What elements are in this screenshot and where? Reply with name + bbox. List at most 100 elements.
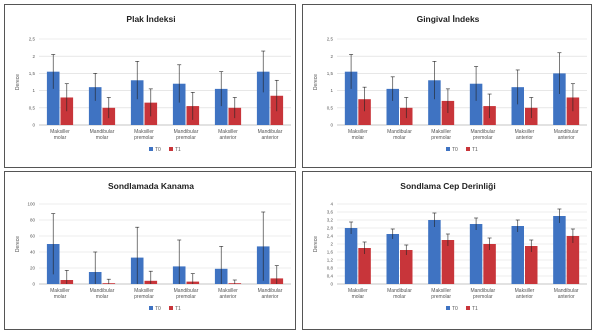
x-tick-label: anterior	[558, 294, 575, 300]
bar-t0	[469, 83, 483, 125]
bar-t1	[358, 99, 371, 125]
y-tick-label: 0	[32, 282, 35, 287]
y-tick-label: 80	[30, 218, 36, 223]
legend-swatch-t0	[446, 147, 450, 151]
legend-swatch-t1	[169, 306, 173, 310]
x-tick-label: molar	[393, 135, 406, 141]
x-tick-label: anterior	[262, 294, 279, 300]
y-tick-label: 1,5	[327, 71, 334, 76]
x-tick-label: Mandibular	[554, 129, 579, 135]
bar-t0	[553, 73, 566, 125]
bar-t1	[441, 240, 455, 284]
y-tick-label: 0,5	[327, 105, 334, 110]
legend-label-t1: T1	[175, 306, 181, 312]
x-tick-label: Mandibular	[387, 129, 412, 135]
bar-t1	[60, 97, 74, 125]
chart-plak-indeksi: Plak İndeksi 0 0,5 1 1,5 2 2,5 Derece Maksiller…	[15, 14, 291, 153]
y-tick-label: 100	[27, 202, 35, 207]
legend-swatch-t0	[149, 147, 153, 151]
x-tick-label: anterior	[516, 294, 533, 300]
chart-gingival-indeks: Gingival İndeks 0 0,5 1 1,5 2 2,5 Derece Maksil…	[313, 14, 587, 153]
y-tick-label: 1	[330, 88, 333, 93]
x-tick-label: premolar	[473, 294, 493, 300]
x-tick-label: Maksiller	[134, 129, 154, 135]
x-tick-label: molar	[352, 294, 365, 300]
y-tick-label: 20	[30, 266, 36, 271]
y-tick-label: 0,5	[29, 105, 36, 110]
bar-t0	[386, 234, 399, 284]
legend-swatch-t1	[169, 147, 173, 151]
bar-t1	[358, 248, 371, 284]
x-tick-label: Mandibular	[554, 288, 579, 294]
legend-swatch-t1	[466, 147, 470, 151]
chart-panel-sondlamada-kanama: Sondlamada Kanama 0 20 40 60 80 100 Derece Maks…	[4, 171, 296, 330]
chart-sondlamada-kanama: Sondlamada Kanama 0 20 40 60 80 100 Derece Maks…	[15, 181, 291, 312]
bar-t0	[344, 71, 358, 125]
y-axis-label: Derece	[15, 236, 21, 252]
legend-swatch-t1	[466, 306, 470, 310]
y-tick-label: 0	[32, 123, 35, 128]
bar-t1	[483, 244, 496, 284]
y-tick-label: 0,8	[327, 266, 334, 271]
y-tick-label: 1,6	[327, 250, 334, 255]
x-tick-label: premolar	[134, 294, 154, 300]
bar-t0	[344, 228, 358, 284]
x-tick-label: molar	[54, 294, 67, 300]
x-tick-label: Mandibular	[470, 288, 495, 294]
x-tick-label: Maksiller	[431, 288, 451, 294]
x-tick-label: molar	[352, 135, 365, 141]
y-tick-label: 2,4	[327, 234, 334, 239]
x-tick-label: molar	[96, 135, 109, 141]
x-tick-label: Maksiller	[50, 288, 70, 294]
y-tick-label: 1	[32, 88, 35, 93]
y-tick-label: 0	[330, 282, 333, 287]
bar-t0	[386, 88, 399, 125]
y-tick-label: 4	[330, 202, 333, 207]
x-tick-label: premolar	[134, 135, 154, 141]
bar-t0	[553, 216, 566, 284]
legend-label-t1: T1	[472, 147, 478, 153]
legend-label-t0: T0	[452, 147, 458, 153]
x-tick-label: anterior	[516, 135, 533, 141]
bar-t1	[400, 250, 413, 284]
legend-swatch-t0	[446, 306, 450, 310]
x-tick-label: Mandibular	[258, 288, 283, 294]
x-tick-label: Maksiller	[348, 288, 368, 294]
y-axis-label: Derece	[313, 74, 319, 90]
bar-t0	[172, 83, 186, 125]
bar-t0	[469, 224, 483, 284]
x-tick-label: Maksiller	[218, 288, 238, 294]
x-tick-label: molar	[96, 294, 109, 300]
x-tick-label: anterior	[558, 135, 575, 141]
bar-t0	[88, 87, 102, 125]
x-tick-label: premolar	[176, 135, 196, 141]
legend-label-t1: T1	[175, 147, 181, 153]
x-tick-label: premolar	[473, 135, 493, 141]
y-tick-label: 2,5	[327, 37, 334, 42]
x-tick-label: anterior	[262, 135, 279, 141]
y-axis-label: Derece	[15, 74, 21, 90]
x-tick-label: Maksiller	[134, 288, 154, 294]
x-tick-label: Mandibular	[470, 129, 495, 135]
legend-label-t0: T0	[155, 306, 161, 312]
x-tick-label: Mandibular	[387, 288, 412, 294]
x-tick-label: Maksiller	[218, 129, 238, 135]
y-tick-label: 2	[330, 54, 333, 59]
y-tick-label: 2	[330, 242, 333, 247]
bar-t1	[566, 97, 580, 125]
y-tick-label: 2,8	[327, 226, 334, 231]
x-tick-label: Maksiller	[515, 288, 535, 294]
bar-t0	[256, 71, 270, 125]
x-tick-label: Mandibular	[258, 129, 283, 135]
bar-t0	[130, 80, 144, 125]
y-tick-label: 40	[30, 250, 36, 255]
bar-t1	[566, 236, 580, 284]
y-tick-label: 3,6	[327, 210, 334, 215]
y-tick-label: 2,5	[29, 37, 36, 42]
chart-panel-plak-indeksi: Plak İndeksi 0 0,5 1 1,5 2 2,5 Derece Maksiller…	[4, 4, 296, 168]
bar-t0	[46, 71, 60, 125]
x-tick-label: Maksiller	[348, 129, 368, 135]
x-tick-label: premolar	[431, 135, 451, 141]
bar-t0	[428, 220, 441, 284]
legend-label-t0: T0	[452, 306, 458, 312]
